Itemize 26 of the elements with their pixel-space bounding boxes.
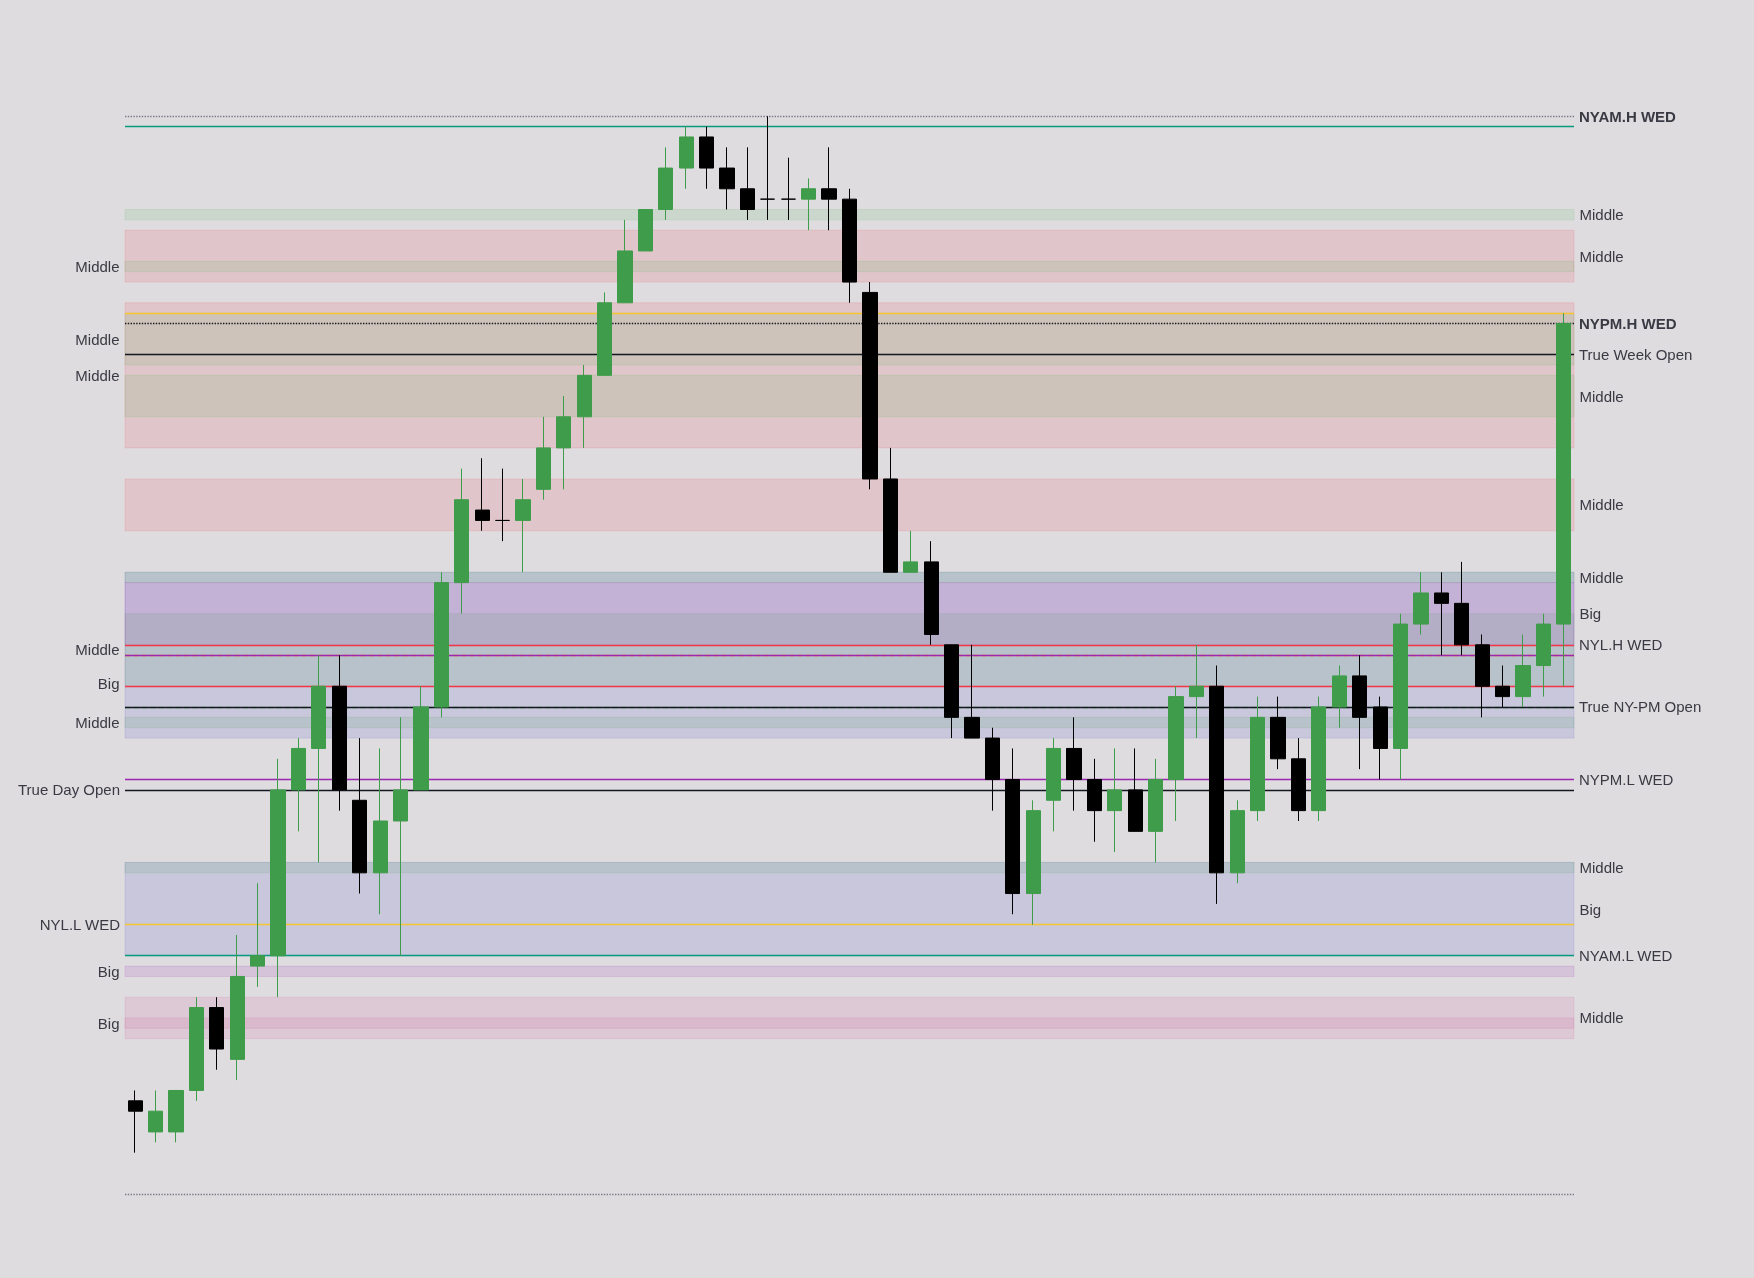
ref-line-label: NYL.H WED bbox=[1579, 636, 1663, 654]
band-label: Big bbox=[1579, 900, 1602, 918]
band-label: Middle bbox=[1579, 1009, 1624, 1027]
band-label: Middle bbox=[1579, 568, 1624, 586]
band-label: Middle bbox=[1579, 496, 1624, 514]
band-label: Middle bbox=[75, 366, 120, 384]
band-label: Middle bbox=[75, 641, 120, 659]
band-label: Middle bbox=[1579, 859, 1624, 877]
band-label: Big bbox=[97, 1014, 120, 1032]
band-label: Middle bbox=[75, 258, 120, 276]
band-label: Middle bbox=[1579, 206, 1624, 224]
ref-line-label: True Day Open bbox=[18, 781, 120, 799]
band-label: Middle bbox=[1579, 247, 1624, 265]
band-label: Big bbox=[1579, 605, 1602, 623]
ref-line-label: True NY-PM Open bbox=[1579, 698, 1702, 716]
band-label: Middle bbox=[1579, 387, 1624, 405]
band-label: Middle bbox=[75, 330, 120, 348]
ref-line-label: True Week Open bbox=[1579, 346, 1693, 364]
ref-line-label: NYAM.H WED bbox=[1579, 107, 1677, 125]
band-label: Big bbox=[97, 962, 120, 980]
ref-line-label: NYPM.H WED bbox=[1579, 315, 1677, 333]
ref-line-label: NYL.L WED bbox=[39, 916, 121, 934]
band-label: Big bbox=[97, 674, 120, 692]
ref-line-label: NYPM.L WED bbox=[1579, 771, 1674, 789]
band-label: Middle bbox=[75, 714, 120, 732]
ref-line-label: NYAM.L WED bbox=[1579, 947, 1673, 965]
